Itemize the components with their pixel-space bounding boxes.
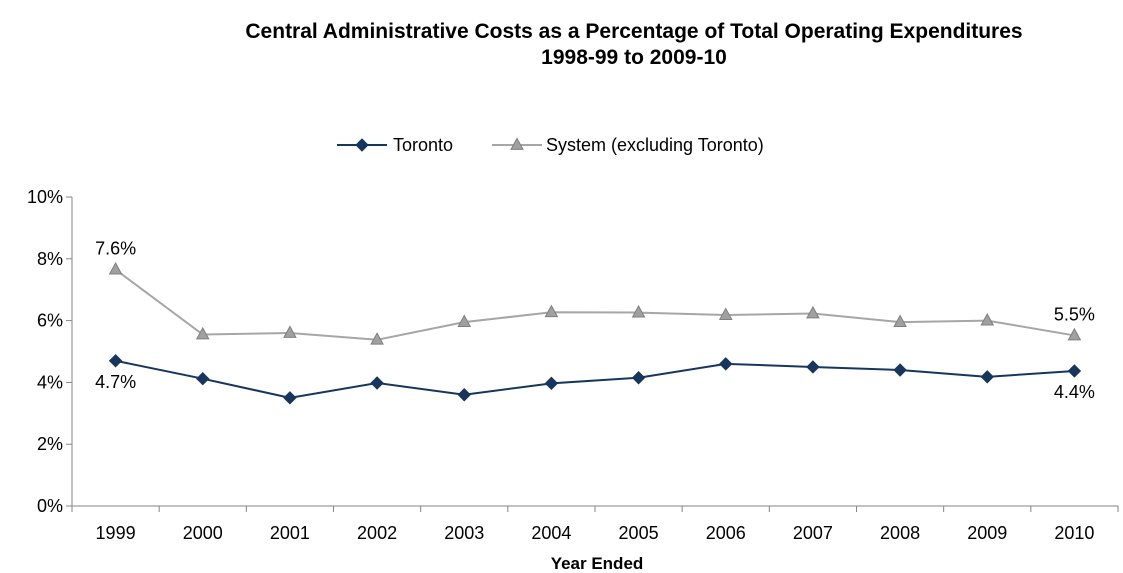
data-point-system-excluding-toronto: [195, 326, 210, 340]
legend-marker-toronto: [355, 138, 369, 152]
data-label-toronto: 4.7%: [95, 372, 136, 392]
data-label-system-excluding-toronto: 7.6%: [95, 239, 136, 259]
legend-label-system-excluding-toronto: System (excluding Toronto): [546, 135, 764, 155]
data-point-system-excluding-toronto: [893, 314, 907, 328]
data-point-toronto: [108, 354, 123, 368]
y-tick-label: 10%: [27, 187, 63, 207]
y-tick-label: 4%: [37, 372, 63, 392]
data-point-toronto: [893, 363, 907, 377]
x-tick-label: 2002: [357, 523, 397, 543]
series-line-system-excluding-toronto: [114, 268, 1075, 341]
data-point-toronto: [1067, 364, 1082, 378]
x-tick-label: 2003: [444, 523, 484, 543]
data-point-system-excluding-toronto: [1067, 327, 1082, 341]
x-axis: 1999 2000 2001 2002 2003 2004 2005 2006 2007 2008…: [71, 505, 1119, 543]
y-tick-label: 2%: [37, 434, 63, 454]
y-tick-label: 6%: [37, 311, 63, 331]
x-axis-title: Year Ended: [551, 554, 644, 573]
series-layer: [108, 261, 1082, 405]
data-point-toronto: [283, 391, 297, 405]
data-point-toronto: [980, 370, 994, 384]
y-axis: 0% 2% 4% 6% 8% 10%: [27, 187, 73, 516]
data-point-toronto: [631, 371, 646, 385]
x-tick-label: 2001: [270, 523, 310, 543]
data-point-system-excluding-toronto: [806, 305, 820, 319]
legend-label-toronto: Toronto: [393, 135, 453, 155]
data-point-toronto: [457, 388, 471, 402]
data-point-system-excluding-toronto: [718, 307, 733, 320]
data-point-system-excluding-toronto: [370, 332, 384, 345]
x-tick-label: 2004: [531, 523, 571, 543]
x-tick-label: 2009: [967, 523, 1007, 543]
x-tick-label: 2006: [706, 523, 746, 543]
data-label-system-excluding-toronto: 5.5%: [1054, 304, 1095, 324]
data-point-toronto: [544, 376, 559, 391]
data-point-system-excluding-toronto: [108, 261, 123, 275]
series-line-toronto: [115, 359, 1075, 399]
data-label-toronto: 4.4%: [1054, 382, 1095, 402]
data-point-toronto: [370, 376, 384, 390]
x-tick-label: 1999: [96, 523, 136, 543]
y-tick-label: 0%: [37, 496, 63, 516]
legend-marker-system-excluding-toronto: [510, 137, 524, 150]
x-tick-label: 2007: [793, 523, 833, 543]
data-point-system-excluding-toronto: [980, 312, 995, 326]
x-tick-label: 2010: [1054, 523, 1094, 543]
data-point-toronto: [719, 357, 733, 371]
data-point-system-excluding-toronto: [544, 304, 559, 318]
data-point-system-excluding-toronto: [457, 314, 472, 328]
legend: Toronto System (excluding Toronto): [337, 135, 764, 155]
data-point-system-excluding-toronto: [631, 304, 646, 318]
chart-title: Central Administrative Costs as a Percen…: [245, 20, 1022, 43]
x-tick-label: 2008: [880, 523, 920, 543]
chart-subtitle: 1998-99 to 2009-10: [541, 46, 727, 69]
x-tick-label: 2000: [183, 523, 223, 543]
y-tick-label: 8%: [37, 249, 63, 269]
data-labels: 7.6% 5.5% 4.7% 4.4%: [95, 239, 1095, 402]
data-point-toronto: [806, 360, 820, 374]
data-point-system-excluding-toronto: [283, 325, 297, 338]
x-tick-label: 2005: [619, 523, 659, 543]
data-point-toronto: [196, 371, 210, 386]
